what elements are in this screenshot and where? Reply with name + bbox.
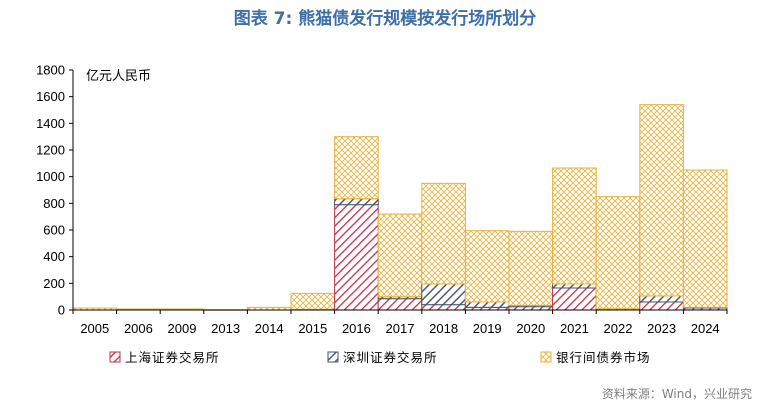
bar-2018-series-0 (421, 304, 466, 311)
y-tick-label: 200 (43, 276, 65, 291)
source-note: 资料来源：Wind，兴业研究 (602, 386, 752, 401)
x-tick-label: 2021 (560, 321, 589, 336)
legend-label-2: 银行间债券市场 (556, 350, 651, 365)
x-tick-label: 2018 (429, 321, 458, 336)
bars-layer (72, 104, 728, 311)
bar-2016-series-2 (334, 136, 379, 200)
y-tick-label: 400 (43, 249, 65, 264)
bar-2019-series-2 (464, 230, 510, 303)
bar-2016-series-0 (334, 204, 379, 311)
x-tick-label: 2016 (342, 321, 371, 336)
y-tick-label: 0 (58, 303, 65, 318)
y-tick-label: 1200 (36, 143, 65, 158)
y-axis-unit-label: 亿元人民币 (86, 69, 151, 84)
legend: 上海证券交易所 深圳证券交易所 银行间债券市场 (109, 350, 651, 365)
legend-swatch-1 (327, 351, 339, 363)
x-tick-label: 2005 (80, 321, 109, 336)
bar-2023-series-1 (639, 295, 684, 303)
x-tick-label: 2009 (168, 321, 197, 336)
x-tick-label: 2013 (211, 321, 240, 336)
y-tick-label: 800 (43, 196, 65, 211)
x-tick-label: 2023 (647, 321, 676, 336)
bar-2021-series-1 (552, 283, 597, 289)
legend-label-1: 深圳证券交易所 (343, 350, 438, 365)
y-tick-label: 1000 (36, 169, 65, 184)
bar-2017-series-0 (377, 298, 423, 311)
bar-2022-series-2 (595, 196, 641, 310)
bar-2016-series-1 (334, 198, 379, 206)
x-tick-label: 2020 (516, 321, 545, 336)
x-tick-label: 2019 (473, 321, 502, 336)
bar-2018-series-1 (421, 283, 466, 306)
y-tick-label: 1400 (36, 116, 65, 131)
bar-2021-series-2 (552, 167, 597, 285)
y-tick-label: 1800 (36, 63, 65, 78)
x-tick-label: 2014 (255, 321, 284, 336)
bar-2015-series-2 (290, 292, 336, 310)
legend-swatch-2 (540, 351, 552, 363)
legend-label-0: 上海证券交易所 (125, 350, 220, 365)
x-tick-label: 2015 (298, 321, 327, 336)
bar-2023-series-0 (639, 301, 684, 311)
bar-2023-series-2 (639, 104, 684, 297)
bar-2021-series-0 (552, 287, 597, 311)
x-tick-label: 2017 (386, 321, 415, 336)
y-tick-label: 600 (43, 223, 65, 238)
legend-swatch-0 (109, 351, 121, 363)
bar-2020-series-2 (508, 230, 554, 306)
bar-2024-series-2 (682, 169, 728, 308)
axes-layer: 0 200 400 600 800 1000 1200 1400 1600 1800 2005 200… (36, 63, 728, 336)
chart-title: 图表 7: 熊猫债发行规模按发行场所划分 (234, 8, 536, 29)
bar-2019-series-1 (464, 301, 510, 308)
x-tick-label: 2022 (604, 321, 633, 336)
y-tick-label: 1600 (36, 89, 65, 104)
bar-2017-series-2 (377, 213, 423, 298)
x-tick-label: 2006 (124, 321, 153, 336)
x-tick-label: 2024 (691, 321, 720, 336)
bar-2018-series-2 (421, 182, 466, 285)
